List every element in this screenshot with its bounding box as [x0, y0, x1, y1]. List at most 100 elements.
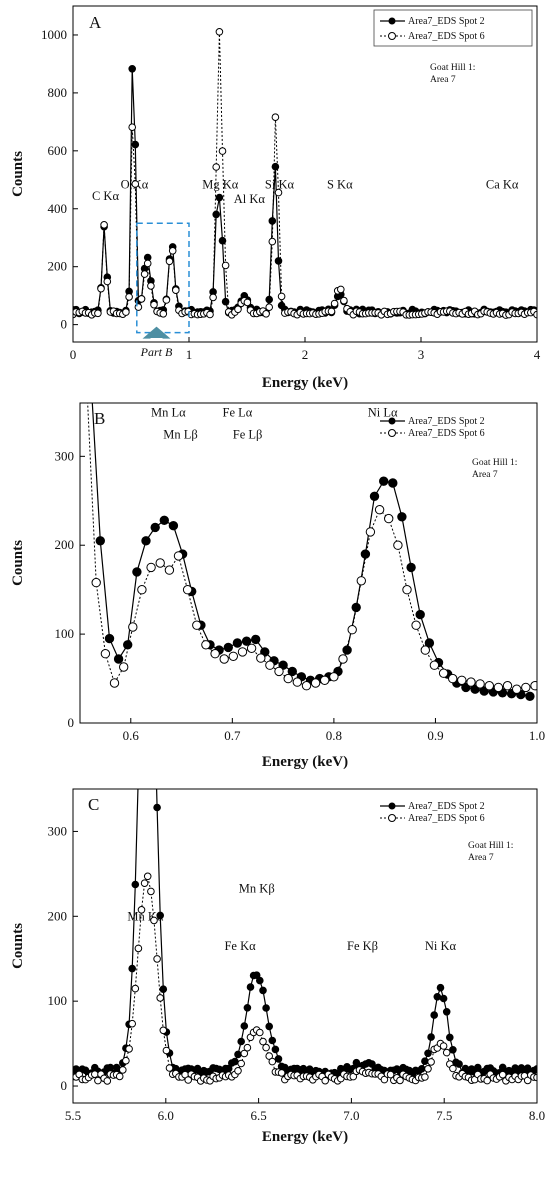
data-point-spot-6 [210, 649, 220, 659]
data-point-spot-6 [237, 647, 248, 657]
data-point-spot-2 [430, 1011, 439, 1019]
data-point-spot-2 [379, 476, 389, 486]
data-point-spot-2 [439, 994, 448, 1003]
legend-marker-spot-2 [388, 17, 396, 25]
data-point-spot-6 [172, 286, 180, 295]
data-point-spot-2 [433, 993, 442, 1001]
y-tick-label: 200 [48, 259, 68, 274]
data-point-spot-2 [106, 1063, 115, 1072]
data-point-spot-2 [212, 210, 220, 219]
legend-marker-spot-2 [388, 802, 396, 810]
data-point-spot-6 [274, 666, 284, 677]
x-tick-label: 5.5 [65, 1108, 81, 1123]
x-tick-label: 7.0 [343, 1108, 359, 1123]
data-point-spot-6 [125, 293, 133, 301]
data-point-spot-6 [265, 1052, 274, 1060]
peak-annotation: Al Kα [234, 192, 266, 206]
peak-annotation: Mn Lα [151, 405, 186, 419]
data-point-spot-2 [424, 1049, 432, 1058]
data-point-spot-6 [153, 955, 161, 963]
peak-annotation: Fe Kα [224, 939, 256, 953]
data-point-spot-6 [483, 1076, 492, 1085]
data-point-spot-6 [365, 527, 376, 537]
data-point-spot-6 [448, 673, 458, 684]
peak-annotation: C Kα [92, 189, 119, 203]
y-tick-label: 0 [61, 317, 68, 332]
data-point-spot-6 [439, 1042, 448, 1050]
y-tick-label: 100 [48, 993, 68, 1008]
data-point-spot-6 [259, 1037, 267, 1046]
data-point-spot-6 [421, 1073, 429, 1081]
data-point-spot-6 [512, 684, 522, 694]
x-tick-label: 3 [418, 347, 425, 362]
data-point-spot-6 [109, 678, 120, 688]
data-point-spot-2 [215, 193, 224, 202]
data-point-spot-2 [446, 1033, 454, 1042]
data-point-spot-6 [262, 1043, 270, 1052]
data-point-spot-6 [265, 660, 275, 670]
peak-annotation: S Kα [327, 177, 353, 191]
data-point-spot-6 [103, 277, 112, 286]
legend: Area7_EDS Spot 2 Area7_EDS Spot 6 [380, 416, 485, 439]
legend-marker-spot-6 [388, 32, 396, 40]
y-tick-label: 1000 [41, 27, 67, 42]
data-point-spot-2 [243, 1004, 252, 1012]
data-point-spot-6 [493, 682, 504, 693]
data-point-spot-6 [156, 994, 164, 1002]
data-point-spot-6 [374, 505, 385, 515]
data-point-spot-6 [150, 916, 158, 925]
x-tick-label: 8.0 [529, 1108, 545, 1123]
data-point-spot-6 [424, 1065, 432, 1073]
data-point-spot-6 [277, 292, 286, 301]
data-point-spot-2 [231, 1057, 239, 1066]
data-point-spot-6 [386, 1070, 395, 1079]
data-point-spot-6 [274, 188, 283, 197]
panel-label-b: B [94, 409, 105, 428]
data-point-spot-2 [132, 567, 142, 577]
data-point-spot-6 [337, 285, 345, 294]
x-tick-label: 1.0 [529, 728, 545, 743]
data-point-spot-2 [128, 964, 136, 973]
panel-label-a: A [89, 13, 102, 32]
data-point-spot-6 [119, 662, 129, 672]
data-point-spot-2 [256, 976, 264, 985]
x-axis-label: Energy (keV) [262, 375, 348, 391]
peak-annotation: Mn Kβ [239, 882, 275, 896]
data-point-spot-6 [201, 640, 211, 650]
data-point-spot-2 [141, 569, 148, 576]
sample-note-line-1: Goat Hill 1: [430, 63, 475, 73]
sample-note-line-1: Goat Hill 1: [472, 458, 517, 468]
data-point-spot-6 [147, 887, 155, 896]
data-point-spot-6 [212, 163, 220, 171]
data-point-spot-6 [128, 622, 138, 632]
data-point-spot-2 [265, 1022, 274, 1031]
data-point-spot-6 [283, 673, 293, 684]
legend-entry-spot-6: Area7_EDS Spot 6 [408, 813, 485, 824]
y-tick-label: 200 [55, 537, 75, 552]
y-tick-label: 0 [61, 1078, 68, 1093]
data-point-spot-6 [330, 299, 339, 308]
plot-frame [72, 788, 538, 1104]
peak-annotation: Fe Kβ [347, 939, 378, 953]
data-point-spot-6 [131, 180, 140, 188]
data-point-spot-6 [396, 1076, 404, 1085]
legend-entry-spot-2: Area7_EDS Spot 2 [408, 416, 485, 427]
data-point-spot-2 [360, 549, 371, 559]
data-point-spot-6 [301, 681, 312, 691]
data-point-spot-6 [103, 1077, 112, 1085]
legend-marker-spot-6 [388, 814, 396, 822]
data-point-spot-6 [262, 310, 270, 318]
data-point-spot-6 [137, 585, 147, 595]
data-point-spot-6 [122, 308, 130, 316]
data-point-spot-2 [525, 691, 535, 701]
data-point-spot-6 [502, 681, 513, 691]
data-point-spot-2 [246, 983, 255, 991]
x-tick-label: 1 [186, 347, 193, 362]
panel-b: B Counts Energy (keV) Mn Lα Mn Lβ Fe Lα Fe … [10, 402, 545, 770]
data-point-spot-6 [449, 1064, 457, 1073]
data-point-spot-2 [159, 985, 168, 994]
data-point-spot-6 [310, 678, 321, 688]
data-point-spot-6 [530, 681, 537, 691]
data-point-spot-6 [128, 123, 136, 131]
